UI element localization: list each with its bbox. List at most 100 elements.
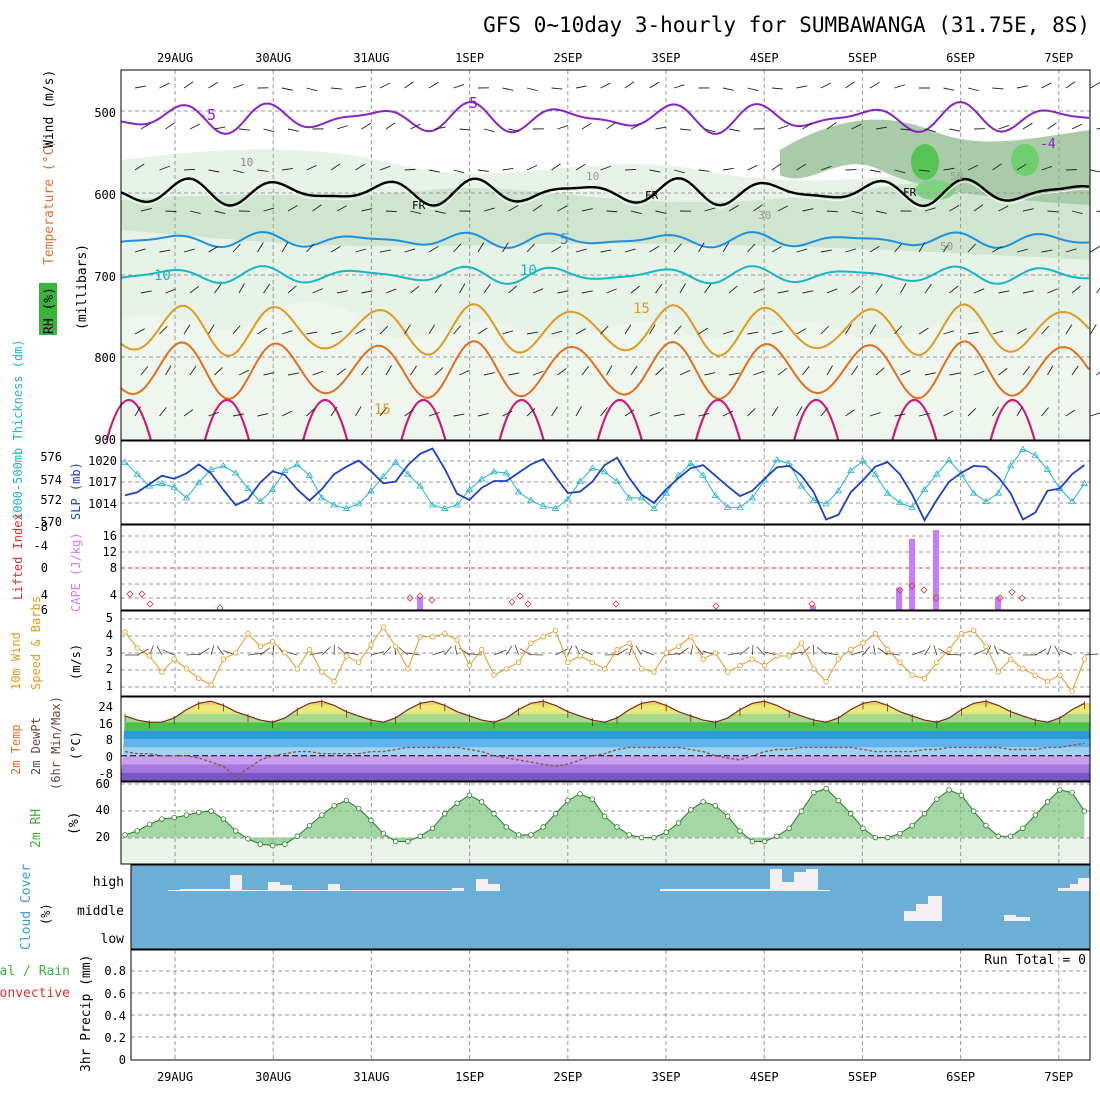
slp-label: SLP (mb): [69, 462, 83, 520]
wind-barb: [214, 210, 226, 214]
temp-band: [121, 730, 1090, 739]
wind-barb: [820, 407, 829, 417]
wind-barb: [900, 283, 907, 294]
wind-barb: [1022, 208, 1034, 212]
wind-barb: [606, 210, 618, 213]
wind-barb: [428, 411, 440, 417]
wind-barb-10m: [739, 647, 750, 656]
thickness-line-point: [1006, 462, 1015, 469]
contour-label-rh-10: 10: [240, 156, 253, 169]
wind-barb: [214, 367, 223, 376]
temp-band: [121, 755, 1090, 765]
wind-barb: [655, 283, 663, 294]
precip-tick-04: 0.4: [104, 1009, 126, 1023]
rh2m-line-point: [1081, 808, 1088, 814]
rh2m-line-point: [700, 799, 706, 805]
contour-5: [120, 231, 1090, 249]
wind-barb: [312, 370, 324, 376]
wind-barb: [998, 290, 1010, 294]
wind-barb: [477, 169, 489, 172]
thickness-line-point: [699, 471, 707, 478]
wind-barb: [379, 249, 391, 253]
cape-bar: [896, 587, 902, 610]
wind-barb: [581, 122, 592, 130]
contour-label-rh-10-b: 10: [586, 170, 599, 183]
rh2m-line-point: [491, 811, 497, 817]
wind-barb: [943, 330, 955, 335]
wind-barb: [1016, 406, 1023, 417]
rh2m-line-point: [921, 811, 928, 817]
wind-barb: [404, 168, 416, 171]
thickness-line-point: [416, 482, 424, 489]
wind-barb: [134, 85, 146, 89]
rh-legend-label: RH (%): [42, 287, 57, 334]
wind-barb: [771, 330, 783, 335]
wind-barb: [385, 210, 398, 213]
wind-barb: [949, 205, 960, 212]
wind-barb: [159, 165, 170, 171]
wind-barb-10m: [454, 645, 458, 656]
slp-tick-1014: 1014: [88, 497, 117, 511]
rh2m-line-point: [503, 824, 509, 830]
wind-barb: [483, 207, 495, 212]
wind-barb: [728, 128, 740, 132]
wind-barb: [943, 410, 954, 417]
upper-air-frame: [120, 69, 1091, 441]
wind-barb: [894, 413, 906, 417]
date-label-bottom: 1SEP: [455, 1070, 484, 1084]
wind-barb: [973, 288, 985, 294]
wind-barb: [771, 163, 782, 171]
wind-barb: [649, 324, 656, 335]
cloud-high-block: [818, 890, 830, 891]
li-point: [996, 594, 1004, 602]
wind-speed-line-point: [257, 643, 263, 650]
rh2m-line-point: [614, 824, 620, 830]
wind-barb: [753, 288, 764, 294]
wind-barb: [257, 242, 264, 253]
contour-25: [498, 398, 545, 441]
wind-barb: [134, 248, 146, 253]
rh2m-line-point: [294, 833, 300, 839]
wind-barb-10m: [186, 653, 201, 656]
wind-barb: [140, 207, 152, 212]
wind-barb: [1096, 210, 1100, 213]
wind-barb: [820, 82, 832, 89]
thickness-line-point: [711, 491, 720, 498]
contour-25: [694, 398, 742, 441]
precip-total-rain-label: Total / Rain: [0, 964, 70, 979]
date-label-top: 3SEP: [652, 51, 681, 65]
wind-barb: [502, 242, 509, 253]
thickness-line-point: [477, 475, 486, 482]
wind-barb: [526, 331, 538, 335]
wind-barb: [698, 412, 710, 417]
wind-barb: [453, 84, 465, 89]
wind-barb: [208, 411, 220, 417]
wind-barb: [287, 372, 299, 376]
wind-barb: [949, 285, 959, 294]
upper-air-grid: [121, 70, 1090, 440]
wind-barb: [263, 128, 275, 133]
cloud-background: [131, 865, 1090, 949]
wind-barb: [606, 122, 616, 130]
wind-barb: [508, 285, 518, 294]
wind-barb: [1047, 210, 1059, 213]
wind-barb: [728, 372, 740, 376]
wind-barb: [306, 243, 315, 253]
contour-label-minus5-b: -5: [460, 94, 478, 112]
wind-barb: [1090, 324, 1097, 335]
wind-barb: [263, 207, 275, 212]
wind-barb: [336, 205, 347, 212]
wind-barb: [232, 413, 244, 417]
wind10m-label-2: Speed & Barbs: [29, 596, 43, 690]
wind-barb: [1022, 122, 1033, 130]
wind-barb: [771, 87, 783, 90]
wind-barb: [410, 210, 422, 215]
wind-barb: [1022, 290, 1034, 294]
thickness-line-point: [121, 458, 129, 465]
wind-barb-10m: [678, 647, 689, 656]
wind-speed-line-point: [479, 646, 485, 653]
wind-barb: [845, 324, 852, 335]
slp-frame: [120, 440, 1091, 525]
wind-barb-10m: [850, 650, 864, 656]
contour-label-5: 5: [560, 232, 568, 248]
